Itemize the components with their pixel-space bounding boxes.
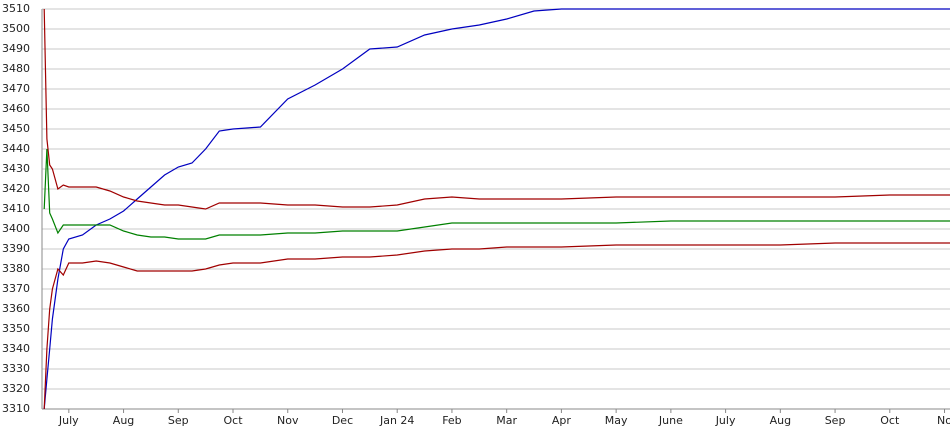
y-tick-label: 3440 [2, 142, 30, 155]
x-tick-label: May [605, 414, 628, 427]
series-line [43, 148, 950, 240]
x-tick-label: June [658, 414, 683, 427]
x-tick-label: Aug [113, 414, 134, 427]
y-tick-label: 3450 [2, 122, 30, 135]
series-line [43, 8, 950, 410]
y-tick-label: 3350 [2, 322, 30, 335]
x-tick-label: Feb [442, 414, 461, 427]
x-tick-label: Aug [770, 414, 791, 427]
x-tick-label: Jan 24 [379, 414, 414, 427]
y-tick-label: 3430 [2, 162, 30, 175]
series-line [43, 8, 950, 210]
x-tick-label: Oct [880, 414, 900, 427]
y-tick-label: 3330 [2, 362, 30, 375]
x-tick-label: Oct [223, 414, 243, 427]
series-line [43, 242, 950, 410]
y-tick-label: 3510 [2, 2, 30, 15]
y-tick-label: 3500 [2, 22, 30, 35]
y-tick-label: 3310 [2, 402, 30, 415]
y-tick-label: 3390 [2, 242, 30, 255]
x-tick-label: Nov [277, 414, 299, 427]
x-tick-label: Sep [168, 414, 189, 427]
x-tick-label: Mar [496, 414, 517, 427]
y-tick-label: 3420 [2, 182, 30, 195]
y-tick-label: 3480 [2, 62, 30, 75]
x-tick-label: Sep [825, 414, 846, 427]
y-tick-label: 3370 [2, 282, 30, 295]
y-tick-label: 3380 [2, 262, 30, 275]
x-tick-label: Apr [552, 414, 572, 427]
y-tick-label: 3460 [2, 102, 30, 115]
x-tick-label: Dec [332, 414, 353, 427]
y-tick-label: 3320 [2, 382, 30, 395]
x-tick-label: July [58, 414, 79, 427]
y-tick-label: 3470 [2, 82, 30, 95]
y-tick-label: 3400 [2, 222, 30, 235]
x-tick-label: No [937, 414, 950, 427]
y-tick-label: 3490 [2, 42, 30, 55]
y-tick-label: 3360 [2, 302, 30, 315]
y-tick-label: 3410 [2, 202, 30, 215]
y-tick-label: 3340 [2, 342, 30, 355]
x-tick-label: July [715, 414, 736, 427]
